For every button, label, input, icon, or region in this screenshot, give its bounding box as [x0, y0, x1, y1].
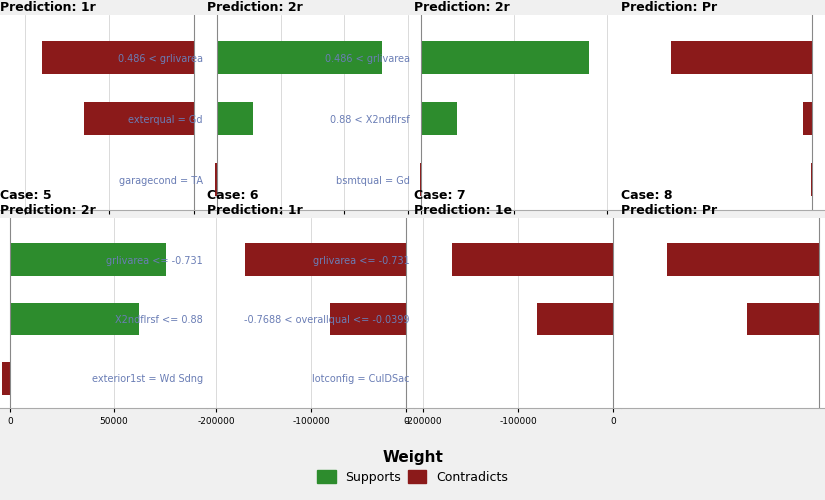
Text: Case: 7
Prediction: 1e: Case: 7 Prediction: 1e: [414, 189, 512, 217]
Bar: [667, 243, 819, 276]
Bar: [422, 41, 588, 74]
Text: Case: 4
Prediction: Pr: Case: 4 Prediction: Pr: [621, 0, 717, 14]
Bar: [420, 163, 422, 196]
Bar: [671, 41, 812, 74]
Bar: [245, 243, 407, 276]
Bar: [747, 302, 819, 336]
Text: Case: 3
Prediction: 2r: Case: 3 Prediction: 2r: [414, 0, 510, 14]
Bar: [11, 302, 139, 336]
Bar: [2, 362, 11, 394]
Text: Case: 5
Prediction: 2r: Case: 5 Prediction: 2r: [0, 189, 96, 217]
Legend: Supports, Contradicts: Supports, Contradicts: [312, 465, 513, 489]
Bar: [11, 243, 166, 276]
Text: Weight: Weight: [382, 450, 443, 465]
Bar: [84, 102, 194, 136]
Text: Case: 1
Prediction: 1r: Case: 1 Prediction: 1r: [0, 0, 96, 14]
Text: Case: 6
Prediction: 1r: Case: 6 Prediction: 1r: [207, 189, 303, 217]
Bar: [452, 243, 614, 276]
Bar: [537, 302, 614, 336]
Bar: [422, 102, 457, 136]
Text: Case: 8
Prediction: Pr: Case: 8 Prediction: Pr: [621, 189, 717, 217]
Bar: [42, 41, 194, 74]
Bar: [331, 302, 407, 336]
Bar: [194, 163, 195, 196]
Bar: [217, 41, 382, 74]
Text: Case: 2
Prediction: 2r: Case: 2 Prediction: 2r: [207, 0, 303, 14]
Bar: [804, 102, 812, 136]
Bar: [811, 163, 812, 196]
Bar: [215, 163, 217, 196]
Bar: [217, 102, 252, 136]
